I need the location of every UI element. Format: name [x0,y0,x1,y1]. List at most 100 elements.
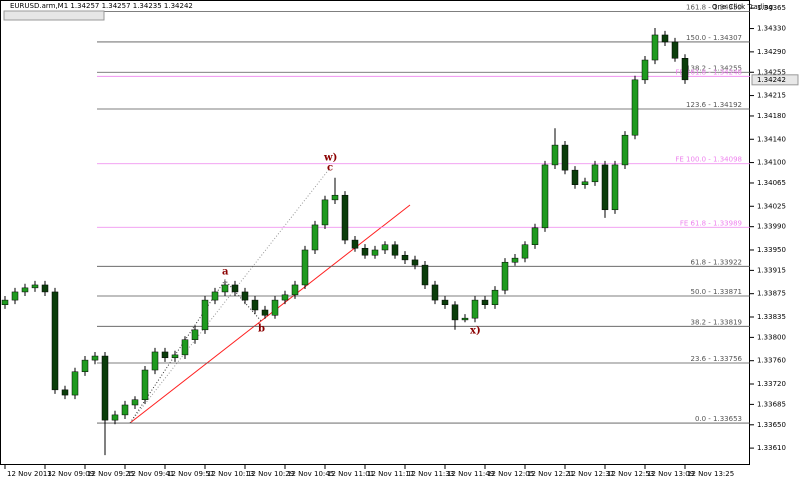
candle-body [621,134,629,166]
candle-body [601,164,609,211]
x-tick-label: 12 Nov 09:09 [47,470,94,478]
y-tick-label: 1.33610 [757,444,786,452]
candle-body [131,399,139,406]
candle-body [641,59,649,81]
x-tick-label: 12 Nov 13:25 [687,470,734,478]
x-tick-label: 12 Nov 12:53 [607,470,654,478]
candle-body [371,249,379,256]
x-tick-label: 12 Nov 09:41 [127,470,174,478]
candle-body [41,284,49,293]
candle-body [231,284,239,293]
candle-body [561,144,569,171]
y-tick-label: 1.34290 [757,48,786,56]
x-tick-label: 12 Nov 12:05 [487,470,534,478]
candle-body [581,181,589,185]
y-tick-label: 1.33950 [757,246,786,254]
candle-body [71,371,79,396]
candle-body [671,41,679,59]
candle-body [51,291,59,391]
candle-body [511,257,519,263]
candle-body [331,194,339,201]
fib-label: 50.0 - 1.33871 [690,288,742,296]
y-tick-label: 1.33835 [757,313,786,321]
candle-body [421,264,429,286]
candle-body [351,239,359,249]
y-tick-label: 1.33915 [757,266,786,274]
wave-line [129,279,263,424]
candle-body [211,291,219,301]
y-tick-label: 1.33720 [757,380,786,388]
candle-body [281,294,289,301]
x-tick-label: 12 Nov 10:45 [287,470,334,478]
wave-label: a [222,267,229,278]
candle-body [471,299,479,319]
candle-body [411,259,419,266]
y-tick-label: 1.34025 [757,202,786,210]
x-tick-label: 12 Nov 2013 [7,470,52,478]
x-tick-label: 12 Nov 11:49 [447,470,494,478]
y-tick-label: 1.33650 [757,421,786,429]
candle-body [111,414,119,421]
wave-label: b [258,324,265,335]
fib-label: FE 61.8 - 1.33989 [680,219,742,227]
wave-label: c [327,163,333,174]
last-price-box [751,74,799,86]
fib-label: 161.8 - 1.34359 [686,4,742,12]
candle-body [141,369,149,400]
x-tick-label: 12 Nov 10:29 [247,470,294,478]
x-tick-label: 12 Nov 12:21 [527,470,574,478]
candle-body [651,34,659,61]
candle-body [181,339,189,356]
fib-label: 23.6 - 1.33756 [690,355,742,363]
candle-body [501,261,509,291]
wave-label: w) [323,153,337,164]
x-tick-label: 12 Nov 11:33 [407,470,454,478]
candle-body [21,287,29,293]
trend-line [129,204,411,424]
wave-line [129,167,331,424]
one-click-trading[interactable]: One Click Trading [712,3,773,11]
candle-body [261,309,269,316]
last-price-label: 1.34242 [757,76,786,84]
x-tick-label: 12 Nov 11:01 [327,470,374,478]
candle-body [391,244,399,256]
x-tick-label: 12 Nov 09:57 [167,470,214,478]
y-tick-label: 1.34365 [757,4,786,12]
candle-body [241,291,249,301]
candle-body [61,389,69,396]
trade-panel[interactable] [3,10,105,21]
y-tick-label: 1.33875 [757,290,786,298]
x-tick-label: 12 Nov 12:37 [567,470,614,478]
y-tick-label: 1.34180 [757,112,786,120]
candle-body [251,299,259,311]
candle-body [321,199,329,226]
candle-body [361,247,369,256]
candle-body [191,329,199,340]
candle-body [121,404,129,416]
y-tick-label: 1.34100 [757,159,786,167]
x-tick-label: 12 Nov 09:25 [87,470,134,478]
candle-body [521,244,529,259]
y-tick-label: 1.34215 [757,92,786,100]
y-tick-label: 1.33990 [757,223,786,231]
candle-body [151,351,159,371]
symbol-info: EURUSD.arm,M1 1.34257 1.34257 1.34235 1.… [10,2,193,10]
candle-body [571,169,579,185]
y-tick-label: 1.34140 [757,135,786,143]
candle-body [91,355,99,361]
candle-body [221,284,229,293]
candle-body [11,291,19,301]
candle-body [591,164,599,183]
x-tick-label: 12 Nov 13:09 [647,470,694,478]
y-tick-label: 1.33685 [757,400,786,408]
x-tick-label: 12 Nov 11:17 [367,470,414,478]
candle-body [301,249,309,286]
fib-label: 0.0 - 1.33653 [695,415,742,423]
candle-body [161,351,169,359]
wave-label: x) [470,326,481,337]
candle-body [271,299,279,316]
candle-body [631,79,639,136]
y-tick-label: 1.33760 [757,357,786,365]
y-tick-label: 1.34330 [757,25,786,33]
candle-body [541,164,549,229]
